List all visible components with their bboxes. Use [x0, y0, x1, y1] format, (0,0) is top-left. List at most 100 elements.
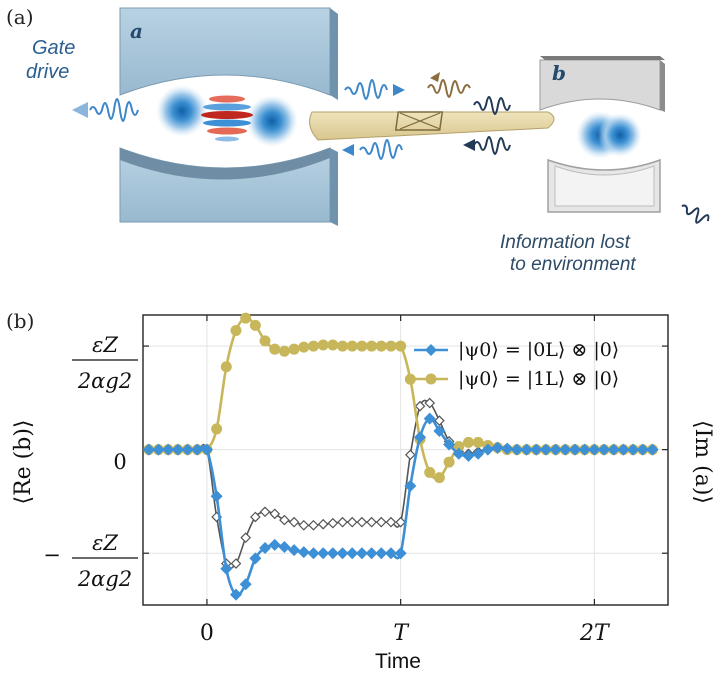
- data-point-diamond: [336, 547, 349, 560]
- data-point-diamond: [229, 588, 242, 601]
- data-point-diamond: [394, 547, 407, 560]
- data-point-open-diamond: [346, 516, 358, 528]
- data-point-diamond: [559, 443, 572, 456]
- data-point-circle: [269, 343, 281, 355]
- data-point-circle: [249, 319, 261, 331]
- cat-state-right-blob: [246, 95, 298, 147]
- data-point-open-diamond: [385, 516, 397, 528]
- data-point-diamond: [510, 443, 523, 456]
- data-point-open-diamond: [366, 516, 377, 528]
- panel-a-label: (a): [6, 5, 34, 29]
- data-point-circle: [356, 340, 368, 352]
- data-point-open-diamond: [308, 519, 319, 531]
- xlabel: Time: [375, 650, 421, 673]
- info-lost-label-line1: Information lost: [500, 232, 631, 253]
- series-group: [142, 312, 659, 601]
- data-point-diamond: [569, 443, 582, 456]
- data-point-diamond: [433, 425, 446, 437]
- data-point-open-diamond: [327, 517, 339, 529]
- cavity-b-blob-right: [598, 113, 642, 157]
- data-point-open-diamond: [250, 511, 261, 523]
- data-point-diamond: [617, 443, 630, 456]
- data-point-diamond: [278, 541, 291, 553]
- data-point-circle: [220, 361, 232, 373]
- legend-marker-diamond: [425, 344, 437, 356]
- brown-noise-wave: [427, 72, 471, 98]
- data-point-circle: [278, 345, 290, 357]
- data-point-diamond: [288, 544, 301, 557]
- data-point-circle: [366, 340, 378, 352]
- cavity-a-top-side: [330, 8, 338, 100]
- data-point-diamond: [210, 490, 223, 503]
- data-point-diamond: [452, 447, 465, 460]
- data-point-diamond: [375, 547, 388, 560]
- data-point-circle: [385, 340, 397, 352]
- data-point-circle: [453, 441, 465, 453]
- data-point-diamond: [268, 538, 281, 551]
- data-point-open-diamond: [259, 506, 271, 518]
- data-point-circle: [298, 341, 310, 353]
- cavity-a-letter: a: [130, 19, 143, 43]
- data-point-diamond: [578, 443, 591, 456]
- data-point-diamond: [297, 546, 310, 559]
- cat-state-left-blob: [156, 85, 208, 137]
- x-tick-label: 0: [200, 621, 214, 646]
- data-point-diamond: [365, 547, 378, 560]
- gate-drive-arrow-icon: [72, 102, 88, 118]
- data-point-open-diamond: [240, 532, 252, 544]
- data-point-diamond: [181, 443, 194, 456]
- data-point-diamond: [627, 443, 640, 456]
- data-point-diamond: [355, 547, 368, 560]
- data-point-diamond: [462, 449, 475, 462]
- data-point-circle: [404, 373, 416, 385]
- x-tick-label: 2T: [579, 621, 611, 646]
- data-point-open-diamond: [298, 519, 310, 531]
- data-point-diamond: [346, 547, 359, 560]
- legend: |ψ0⟩ = |0L⟩ ⊗ |0⟩ |ψ0⟩ = |1L⟩ ⊗ |0⟩: [414, 339, 619, 390]
- data-point-open-diamond: [404, 449, 416, 461]
- data-point-diamond: [491, 441, 504, 454]
- data-point-circle: [472, 436, 484, 448]
- data-point-circle: [462, 436, 474, 448]
- data-point-open-diamond: [269, 508, 281, 520]
- data-point-diamond: [423, 412, 436, 425]
- legend-label: |ψ0⟩ = |1L⟩ ⊗ |0⟩: [458, 368, 619, 390]
- data-point-circle: [211, 423, 223, 435]
- ylabel-right: ⟨Im (a)⟩: [690, 420, 715, 504]
- ytick-top: εZ 2αg2: [72, 333, 138, 393]
- data-point-open-diamond: [424, 397, 436, 409]
- data-point-diamond: [259, 542, 272, 555]
- data-point-diamond: [404, 479, 417, 492]
- waves-a-to-coupler: [342, 79, 405, 160]
- data-point-open-diamond: [230, 558, 242, 569]
- data-point-diamond: [142, 443, 155, 456]
- data-point-diamond: [443, 438, 456, 451]
- data-point-diamond: [636, 443, 649, 456]
- data-point-circle: [443, 456, 455, 468]
- data-point-diamond: [162, 443, 175, 456]
- data-point-diamond: [646, 443, 659, 456]
- dark-wave: [463, 96, 511, 155]
- ytick-bottom: − εZ 2αg2: [43, 531, 138, 591]
- data-point-diamond: [307, 547, 320, 560]
- panel-b-label: (b): [6, 309, 34, 333]
- data-point-diamond: [326, 547, 339, 560]
- plot-frame: [142, 314, 669, 606]
- panel-a: (a) a Gate drive: [6, 5, 710, 275]
- data-point-diamond: [549, 443, 562, 456]
- data-point-open-diamond: [279, 514, 290, 526]
- ytick-bottom-numerator: εZ: [92, 531, 118, 555]
- cavity-a-top-block: [119, 7, 331, 96]
- data-point-diamond: [384, 547, 397, 560]
- data-point-diamond: [200, 443, 213, 456]
- incoming-arrow-icon: [342, 144, 354, 156]
- gate-drive-label-line2: drive: [26, 61, 69, 83]
- info-lost-wave: [681, 204, 710, 224]
- cavity-a-bottom-side: [330, 148, 338, 226]
- data-point-circle: [259, 335, 271, 347]
- data-point-diamond: [317, 547, 330, 560]
- data-point-open-diamond: [317, 518, 329, 530]
- cavity-b: b: [539, 56, 665, 213]
- data-point-circle: [346, 340, 358, 352]
- data-point-open-diamond: [395, 516, 407, 528]
